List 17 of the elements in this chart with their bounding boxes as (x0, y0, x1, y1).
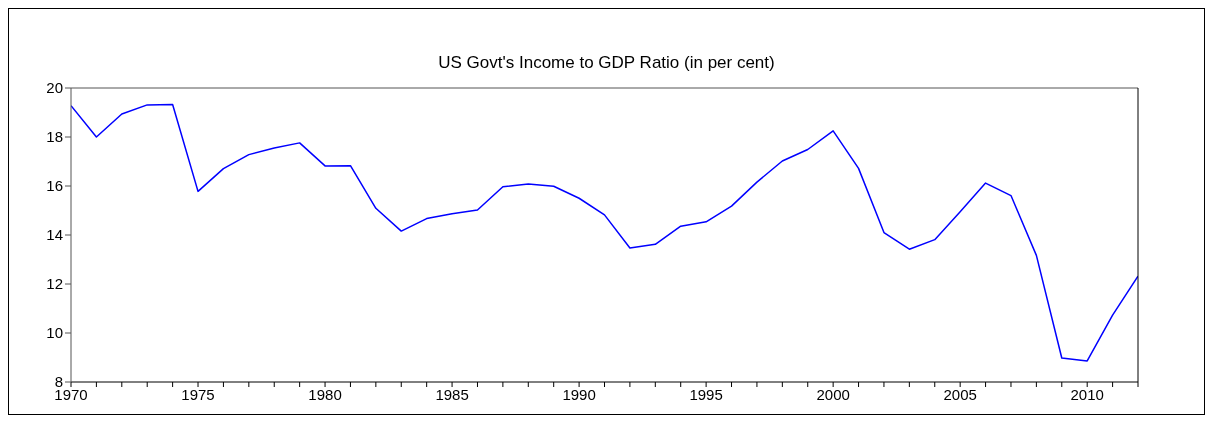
x-tick-label: 1975 (181, 385, 215, 403)
y-tick-label: 12 (46, 275, 63, 293)
y-tick-label: 14 (46, 226, 63, 244)
x-tick-label: 1990 (562, 385, 596, 403)
chart-title: US Govt's Income to GDP Ratio (in per cent) (437, 53, 776, 73)
y-tick-label: 8 (54, 373, 63, 391)
x-tick-label: 1985 (435, 385, 469, 403)
line-series (71, 103, 1138, 362)
x-tick-label: 2010 (1070, 385, 1104, 403)
x-tick-label: 1980 (308, 385, 342, 403)
y-tick-label: 18 (46, 128, 63, 146)
y-tick-label: 16 (46, 177, 63, 195)
y-tick-label: 10 (46, 324, 63, 342)
x-tick-label: 1995 (689, 385, 723, 403)
x-tick-label: 2005 (943, 385, 977, 403)
y-tick-label: 20 (46, 79, 63, 97)
x-tick-label: 2000 (816, 385, 850, 403)
